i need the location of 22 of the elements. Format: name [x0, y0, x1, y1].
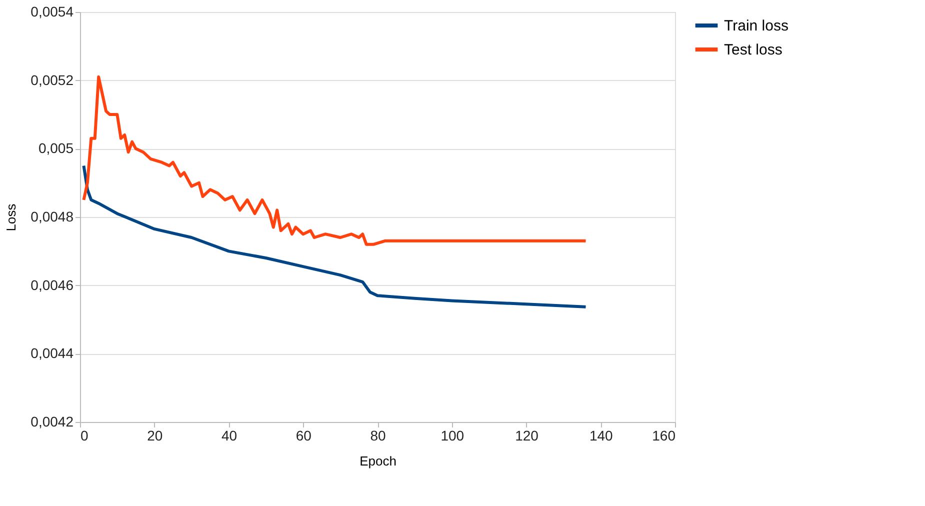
y-tick-label: 0,0052: [30, 72, 74, 88]
x-tick-label: 60: [296, 428, 312, 444]
x-tick-label: 80: [370, 428, 386, 444]
x-tick-label: 100: [440, 428, 464, 444]
x-tick-label: 140: [589, 428, 614, 444]
legend-label: Train loss: [724, 18, 788, 34]
y-tick-label: 0,0054: [30, 4, 74, 20]
x-tick-label: 120: [515, 428, 539, 444]
line-series: [82, 164, 588, 308]
y-tick-label: 0,0046: [30, 276, 74, 293]
y-tick-label: 0,0042: [30, 414, 74, 430]
y-axis-title: Loss: [4, 203, 19, 232]
y-tick-label: 0,005: [38, 140, 74, 156]
y-tick-label: 0,0048: [30, 208, 74, 224]
x-tick-label: 40: [221, 428, 238, 444]
legend-label: Test loss: [724, 42, 782, 58]
y-tick-label: 0,0044: [30, 345, 74, 362]
x-axis-title: Epoch: [360, 454, 396, 468]
x-tick-label: 20: [147, 428, 163, 444]
x-tick-label: 160: [652, 428, 676, 444]
line-series: [82, 75, 588, 246]
x-tick-label: 0: [80, 428, 88, 444]
